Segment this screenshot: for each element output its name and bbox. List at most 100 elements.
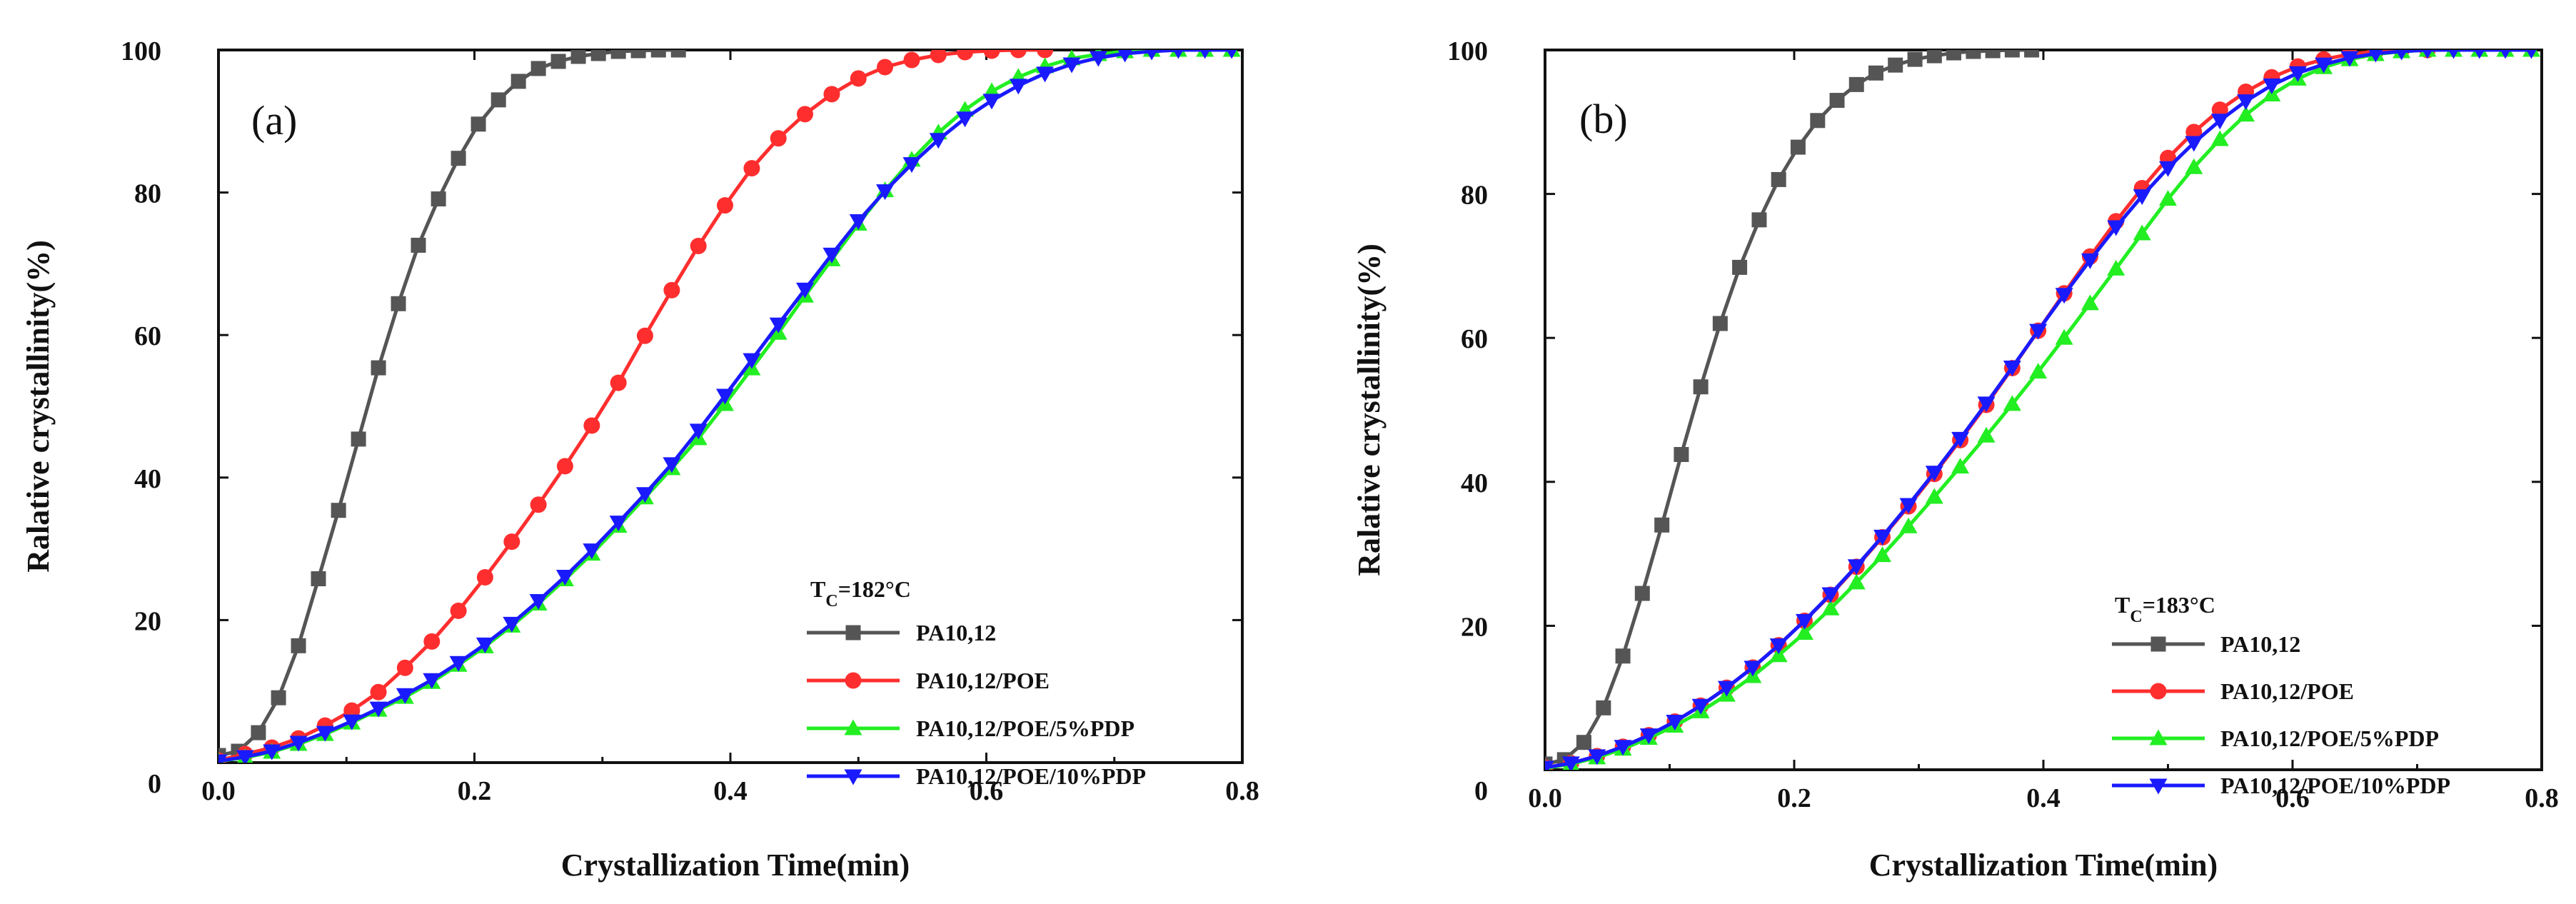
data-point-pa10-12-poe-10-pdp: [1145, 50, 1158, 61]
legend-label-pa10-12-poe-10-pdp: PA10,12/POE/10%PDP: [2220, 773, 2450, 798]
y-tick-label: 20: [1461, 612, 1488, 642]
data-point-pa10-12-poe-10-pdp: [289, 735, 308, 752]
x-tick-label: 0.0: [201, 776, 236, 806]
data-point-pa10-12: [1966, 50, 1981, 59]
data-point-pa10-12-poe-10-pdp: [2003, 361, 2021, 377]
data-point-pa10-12-poe-10-pdp: [902, 157, 921, 174]
data-point-pa10-12-poe-10-pdp: [476, 637, 494, 653]
data-point-pa10-12: [2004, 50, 2020, 58]
data-point-pa10-12-poe-10-pdp: [449, 656, 468, 672]
data-point-pa10-12-poe-10-pdp: [2474, 50, 2485, 59]
data-point-pa10-12-poe: [850, 70, 867, 87]
data-point-pa10-12-poe-5-pdp: [2185, 158, 2203, 174]
data-point-pa10-12-poe-10-pdp: [555, 570, 574, 586]
data-point-pa10-12-poe-10-pdp: [218, 754, 228, 763]
data-point-pa10-12-poe: [450, 602, 467, 619]
data-point-pa10-12: [391, 296, 406, 311]
data-point-pa10-12-poe-10-pdp: [423, 673, 441, 689]
data-point-pa10-12-poe-5-pdp: [1821, 599, 1840, 616]
data-point-pa10-12-poe-10-pdp: [2133, 189, 2151, 206]
legend-title: TC=183°C: [2115, 592, 2215, 626]
data-point-pa10-12-poe-10-pdp: [2263, 78, 2281, 94]
data-point-pa10-12-poe-10-pdp: [236, 750, 254, 763]
data-point-pa10-12: [251, 725, 266, 740]
legend-label-pa10-12: PA10,12: [2220, 631, 2300, 657]
data-point-pa10-12-poe-10-pdp: [2368, 50, 2383, 63]
data-point-pa10-12-poe: [823, 86, 840, 103]
data-point-pa10-12-poe-5-pdp: [1899, 517, 1918, 533]
data-point-pa10-12-poe-10-pdp: [1769, 638, 1788, 655]
data-point-pa10-12-poe: [423, 633, 441, 650]
data-point-pa10-12-poe-10-pdp: [1089, 51, 1107, 67]
data-point-pa10-12-poe-10-pdp: [316, 725, 334, 742]
data-point-pa10-12-poe-10-pdp: [2185, 136, 2203, 152]
data-point-pa10-12-poe-10-pdp: [1117, 50, 1132, 63]
y-tick-label: 0: [148, 769, 161, 799]
data-point-pa10-12: [1985, 50, 2001, 59]
data-point-pa10-12-poe: [636, 327, 653, 344]
data-point-pa10-12: [530, 61, 546, 76]
legend-marker-pa10-12-poe-5-pdp: [844, 719, 862, 735]
data-point-pa10-12: [490, 92, 506, 108]
data-point-pa10-12: [291, 638, 306, 653]
data-point-pa10-12-poe-10-pdp: [1545, 760, 1554, 770]
data-point-pa10-12-poe-10-pdp: [849, 214, 867, 231]
data-point-pa10-12-poe-10-pdp: [929, 133, 947, 149]
data-point-pa10-12: [1868, 65, 1883, 81]
data-point-pa10-12-poe-10-pdp: [396, 688, 414, 704]
data-point-pa10-12: [1946, 50, 1962, 61]
data-point-pa10-12-poe-10-pdp: [1847, 559, 1866, 576]
data-point-pa10-12: [311, 571, 326, 587]
data-point-pa10-12: [1732, 259, 1748, 275]
data-point-pa10-12-poe: [476, 569, 493, 586]
data-point-pa10-12-poe-10-pdp: [769, 317, 788, 333]
data-point-pa10-12-poe: [396, 659, 413, 676]
data-point-pa10-12-poe: [877, 59, 894, 76]
data-point-pa10-12: [650, 50, 666, 58]
data-point-pa10-12-poe: [770, 130, 787, 147]
data-point-pa10-12-poe-10-pdp: [2081, 253, 2099, 269]
x-tick-label: 0.0: [1528, 783, 1562, 813]
data-point-pa10-12-poe-10-pdp: [822, 247, 841, 263]
data-point-pa10-12-poe-10-pdp: [1227, 50, 1237, 59]
data-point-pa10-12-poe: [530, 496, 547, 513]
data-point-pa10-12: [1576, 735, 1591, 750]
data-point-pa10-12: [510, 74, 526, 89]
data-point-pa10-12-poe-10-pdp: [2237, 94, 2255, 111]
data-point-pa10-12-poe-5-pdp: [2003, 395, 2021, 411]
legend-label-pa10-12-poe-5-pdp: PA10,12/POE/5%PDP: [916, 715, 1134, 741]
data-point-pa10-12-poe: [370, 683, 387, 700]
series-line-pa10-12: [218, 50, 679, 758]
data-point-pa10-12: [271, 690, 286, 705]
data-point-pa10-12-poe-10-pdp: [2395, 50, 2408, 61]
data-point-pa10-12-poe: [556, 458, 573, 475]
data-point-pa10-12-poe-10-pdp: [743, 353, 761, 369]
data-point-pa10-12-poe-10-pdp: [2422, 50, 2433, 59]
data-point-pa10-12-poe-5-pdp: [1925, 488, 1943, 504]
legend-label-pa10-12-poe-10-pdp: PA10,12/POE/10%PDP: [916, 763, 1146, 789]
data-point-pa10-12-poe-10-pdp: [663, 457, 681, 473]
data-point-pa10-12-poe-10-pdp: [2055, 288, 2073, 304]
data-point-pa10-12-poe-10-pdp: [982, 94, 1001, 110]
y-tick-label: 40: [1461, 468, 1488, 498]
y-tick-label: 60: [1461, 324, 1488, 354]
data-point-pa10-12-poe-10-pdp: [343, 714, 361, 730]
data-point-pa10-12-poe-10-pdp: [1036, 66, 1055, 83]
legend-label-pa10-12: PA10,12: [916, 620, 996, 646]
data-point-pa10-12: [1907, 51, 1923, 67]
x-axis-title: Crystallization Time(min): [561, 848, 910, 883]
y-tick-label: 80: [134, 179, 161, 209]
series-layer: [1545, 50, 2541, 770]
data-point-pa10-12-poe-10-pdp: [2448, 50, 2459, 59]
data-point-pa10-12-poe: [903, 51, 920, 69]
data-point-pa10-12-poe-5-pdp: [1769, 646, 1788, 663]
y-tick-label: 100: [1447, 36, 1488, 66]
data-point-pa10-12: [351, 431, 366, 447]
data-point-pa10-12-poe-10-pdp: [1873, 529, 1892, 546]
y-tick-label: 20: [134, 606, 161, 636]
data-point-pa10-12: [570, 50, 586, 64]
data-point-pa10-12-poe-10-pdp: [1588, 749, 1606, 765]
data-point-pa10-12-poe-10-pdp: [2288, 66, 2307, 82]
data-point-pa10-12-poe-5-pdp: [2029, 363, 2048, 379]
